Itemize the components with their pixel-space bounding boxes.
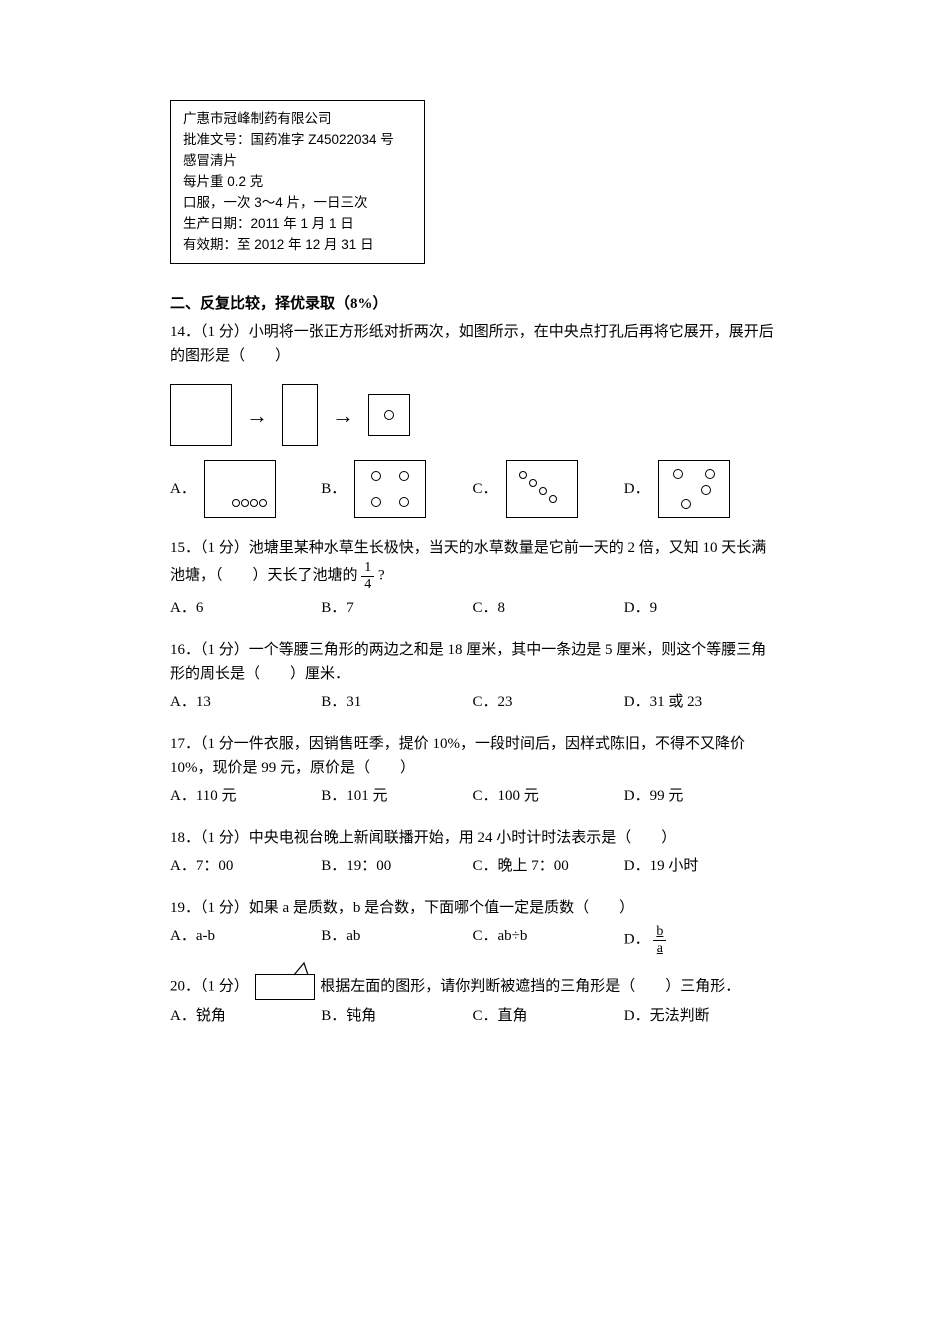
fraction-icon: 1 4 xyxy=(361,560,374,592)
option-d: D． b a xyxy=(624,924,775,956)
option-a: A．7：00 xyxy=(170,854,321,878)
info-line: 每片重 0.2 克 xyxy=(183,172,412,193)
q14-fold-diagram: → → xyxy=(170,384,775,446)
arrow-icon: → xyxy=(328,398,358,433)
option-c-figure xyxy=(506,460,578,518)
q19-options: A．a-b B．ab C．ab÷b D． b a xyxy=(170,924,775,956)
option-c: C．8 xyxy=(473,596,624,620)
q15-options: A．6 B．7 C．8 D．9 xyxy=(170,596,775,620)
option-c: C． xyxy=(473,460,624,518)
question-17-text: 17．（1 分一件衣服，因销售旺季，提价 10%，一段时间后，因样式陈旧，不得不… xyxy=(170,732,775,780)
option-b: B． xyxy=(321,460,472,518)
info-line: 有效期：至 2012 年 12 月 31 日 xyxy=(183,235,412,256)
question-16-text: 16．（1 分）一个等腰三角形的两边之和是 18 厘米，其中一条边是 5 厘米，… xyxy=(170,638,775,686)
info-line: 生产日期：2011 年 1 月 1 日 xyxy=(183,214,412,235)
q20-options: A．锐角 B．钝角 C．直角 D．无法判断 xyxy=(170,1004,775,1028)
q15-part2: ? xyxy=(378,568,385,584)
fold-rect-2 xyxy=(282,384,318,446)
option-label: C． xyxy=(473,477,498,501)
option-a: A．a-b xyxy=(170,924,321,956)
option-a: A． xyxy=(170,460,321,518)
info-line: 口服，一次 3～4 片，一日三次 xyxy=(183,193,412,214)
q20-part2: 根据左面的图形，请你判断被遮挡的三角形是（ ）三角形． xyxy=(320,978,740,994)
frac-num: 1 xyxy=(361,560,374,576)
frac-num: b xyxy=(653,924,666,940)
option-c: C．23 xyxy=(473,690,624,714)
option-d: D． xyxy=(624,460,775,518)
option-label: D． xyxy=(624,477,650,501)
option-d: D．31 或 23 xyxy=(624,690,775,714)
info-line: 感冒清片 xyxy=(183,151,412,172)
q17-options: A．110 元 B．101 元 C．100 元 D．99 元 xyxy=(170,784,775,808)
option-c: C．ab÷b xyxy=(473,924,624,956)
option-b: B．钝角 xyxy=(321,1004,472,1028)
q14-options: A． B． C． D． xyxy=(170,460,775,518)
fold-square-3 xyxy=(368,394,410,436)
option-a: A．13 xyxy=(170,690,321,714)
option-a: A．110 元 xyxy=(170,784,321,808)
question-19-text: 19．（1 分）如果 a 是质数，b 是合数，下面哪个值一定是质数（ ） xyxy=(170,896,775,920)
option-d: D．99 元 xyxy=(624,784,775,808)
q16-options: A．13 B．31 C．23 D．31 或 23 xyxy=(170,690,775,714)
option-a-figure xyxy=(204,460,276,518)
frac-den: 4 xyxy=(361,577,374,592)
info-line: 批准文号：国药准字 Z45022034 号 xyxy=(183,130,412,151)
question-14-text: 14．（1 分）小明将一张正方形纸对折两次，如图所示，在中央点打孔后再将它展开，… xyxy=(170,320,775,368)
occluded-triangle-figure xyxy=(255,974,315,1000)
option-d: D．无法判断 xyxy=(624,1004,775,1028)
option-label: A． xyxy=(170,477,196,501)
option-label: B． xyxy=(321,477,346,501)
arrow-icon: → xyxy=(242,398,272,433)
question-18-text: 18．（1 分）中央电视台晚上新闻联播开始，用 24 小时计时法表示是（ ） xyxy=(170,826,775,850)
q18-options: A．7：00 B．19：00 C．晚上 7：00 D．19 小时 xyxy=(170,854,775,878)
option-d-figure xyxy=(658,460,730,518)
medicine-info-box: 广惠市冠峰制药有限公司 批准文号：国药准字 Z45022034 号 感冒清片 每… xyxy=(170,100,425,264)
option-c: C．直角 xyxy=(473,1004,624,1028)
option-a: A．6 xyxy=(170,596,321,620)
option-b-figure xyxy=(354,460,426,518)
option-c: C．晚上 7：00 xyxy=(473,854,624,878)
frac-den: a xyxy=(653,941,666,956)
q20-part1: 20．（1 分） xyxy=(170,978,249,994)
section-title: 二、反复比较，择优录取（8%） xyxy=(170,292,775,316)
hole-icon xyxy=(384,410,394,420)
option-d: D．19 小时 xyxy=(624,854,775,878)
info-line: 广惠市冠峰制药有限公司 xyxy=(183,109,412,130)
question-20-text: 20．（1 分） 根据左面的图形，请你判断被遮挡的三角形是（ ）三角形． xyxy=(170,974,775,1000)
fraction-icon: b a xyxy=(653,924,666,956)
option-b: B．31 xyxy=(321,690,472,714)
q15-part1: 15．（1 分）池塘里某种水草生长极快，当天的水草数量是它前一天的 2 倍，又知… xyxy=(170,540,766,583)
option-b: B．101 元 xyxy=(321,784,472,808)
option-a: A．锐角 xyxy=(170,1004,321,1028)
option-d-label: D． xyxy=(624,932,650,948)
option-d: D．9 xyxy=(624,596,775,620)
fold-square-1 xyxy=(170,384,232,446)
option-b: B．ab xyxy=(321,924,472,956)
option-b: B．7 xyxy=(321,596,472,620)
option-c: C．100 元 xyxy=(473,784,624,808)
question-15-text: 15．（1 分）池塘里某种水草生长极快，当天的水草数量是它前一天的 2 倍，又知… xyxy=(170,536,775,592)
option-b: B．19：00 xyxy=(321,854,472,878)
